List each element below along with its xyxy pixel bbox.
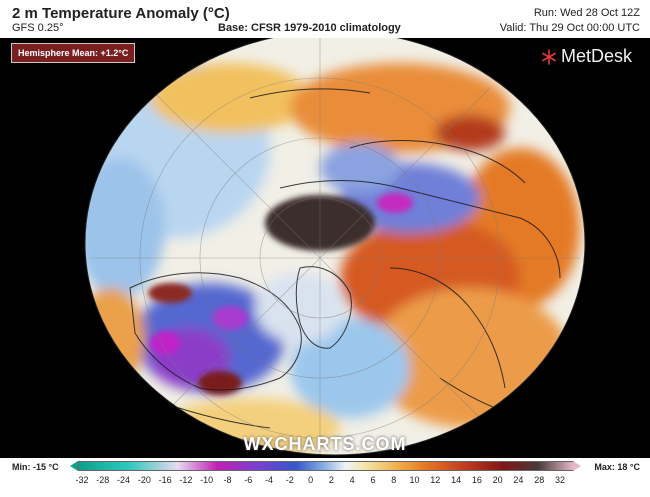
- colorbar-tick: 4: [349, 475, 355, 485]
- globe-disk: [85, 38, 585, 455]
- colorbar-tick: -24: [117, 475, 131, 485]
- graticule: [90, 38, 580, 455]
- valid-time-label: Valid: Thu 29 Oct 00:00 UTC: [499, 22, 640, 34]
- colorbar-tick: 6: [370, 475, 376, 485]
- colorbar-tick: -6: [244, 475, 253, 485]
- colorbar-tick: 28: [534, 475, 545, 485]
- colorbar-tick: 10: [409, 475, 420, 485]
- colorbar-tick: -32: [75, 475, 89, 485]
- colorbar-tick: 14: [451, 475, 462, 485]
- colorbar-tick: -8: [223, 475, 232, 485]
- run-time-label: Run: Wed 28 Oct 12Z: [533, 7, 640, 19]
- colorbar-left-arrow: [70, 461, 78, 471]
- hemisphere-mean-badge: Hemisphere Mean: +1.2°C: [11, 43, 136, 63]
- colorbar-tick: 24: [513, 475, 524, 485]
- coastlines: [129, 88, 561, 429]
- colorbar-tick: -20: [137, 475, 151, 485]
- temperature-anomaly-map: [84, 30, 586, 456]
- colorbar-tick: 12: [430, 475, 441, 485]
- min-label: Min: -15 °C: [12, 462, 59, 472]
- header-bar: 2 m Temperature Anomaly (°C) GFS 0.25° B…: [0, 0, 650, 38]
- chart-title: 2 m Temperature Anomaly (°C): [12, 5, 230, 22]
- colorbar-right-arrow: [573, 461, 581, 471]
- base-climatology-label: Base: CFSR 1979-2010 climatology: [218, 22, 401, 34]
- wxcharts-watermark: WXCHARTS.COM: [243, 434, 407, 454]
- logo-text: MetDesk: [560, 46, 632, 66]
- colorbar-tick: -2: [285, 475, 294, 485]
- colorbar-tick: -4: [265, 475, 274, 485]
- model-label: GFS 0.25°: [12, 22, 64, 34]
- colorbar-tick: 8: [391, 475, 397, 485]
- colorbar-tick: -10: [200, 475, 214, 485]
- max-label: Max: 18 °C: [594, 462, 640, 472]
- colorbar-tick: -16: [158, 475, 172, 485]
- snowflake-icon: [542, 48, 556, 65]
- metdesk-logo: MetDesk: [541, 46, 632, 67]
- colorbar-tick: -28: [96, 475, 110, 485]
- colorbar-tick: 20: [492, 475, 503, 485]
- colorbar-tick: -12: [179, 475, 193, 485]
- colorbar-tick: 16: [471, 475, 482, 485]
- colorbar-tick: 32: [554, 475, 566, 485]
- colorbar-tick: 0: [308, 475, 314, 485]
- legend-footer: Min: -15 °C -32 -28 -24 -20 -16 -12 -10 -8 -6 -4-…: [0, 458, 650, 497]
- colorbar-tick: 2: [328, 475, 334, 485]
- colorbar: [78, 461, 574, 471]
- map-area: [0, 30, 650, 458]
